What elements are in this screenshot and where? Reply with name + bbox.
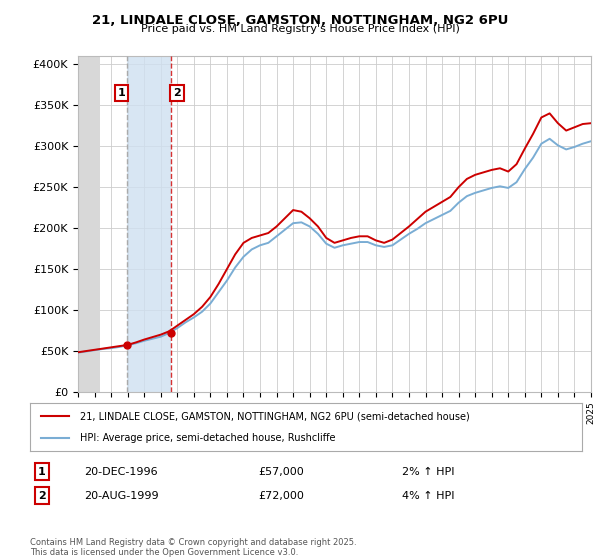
- Text: 2: 2: [173, 88, 181, 98]
- Text: HPI: Average price, semi-detached house, Rushcliffe: HPI: Average price, semi-detached house,…: [80, 433, 335, 443]
- Text: 20-AUG-1999: 20-AUG-1999: [84, 491, 158, 501]
- Text: 4% ↑ HPI: 4% ↑ HPI: [402, 491, 455, 501]
- Text: 2: 2: [38, 491, 46, 501]
- Text: 2% ↑ HPI: 2% ↑ HPI: [402, 466, 455, 477]
- Text: 20-DEC-1996: 20-DEC-1996: [84, 466, 158, 477]
- Bar: [78, 56, 100, 392]
- Bar: [127, 56, 172, 392]
- Text: 21, LINDALE CLOSE, GAMSTON, NOTTINGHAM, NG2 6PU: 21, LINDALE CLOSE, GAMSTON, NOTTINGHAM, …: [92, 14, 508, 27]
- Text: 21, LINDALE CLOSE, GAMSTON, NOTTINGHAM, NG2 6PU (semi-detached house): 21, LINDALE CLOSE, GAMSTON, NOTTINGHAM, …: [80, 411, 469, 421]
- Text: 1: 1: [38, 466, 46, 477]
- Text: £57,000: £57,000: [258, 466, 304, 477]
- Text: Contains HM Land Registry data © Crown copyright and database right 2025.
This d: Contains HM Land Registry data © Crown c…: [30, 538, 356, 557]
- Text: £72,000: £72,000: [258, 491, 304, 501]
- Text: 1: 1: [118, 88, 125, 98]
- Text: Price paid vs. HM Land Registry's House Price Index (HPI): Price paid vs. HM Land Registry's House …: [140, 24, 460, 34]
